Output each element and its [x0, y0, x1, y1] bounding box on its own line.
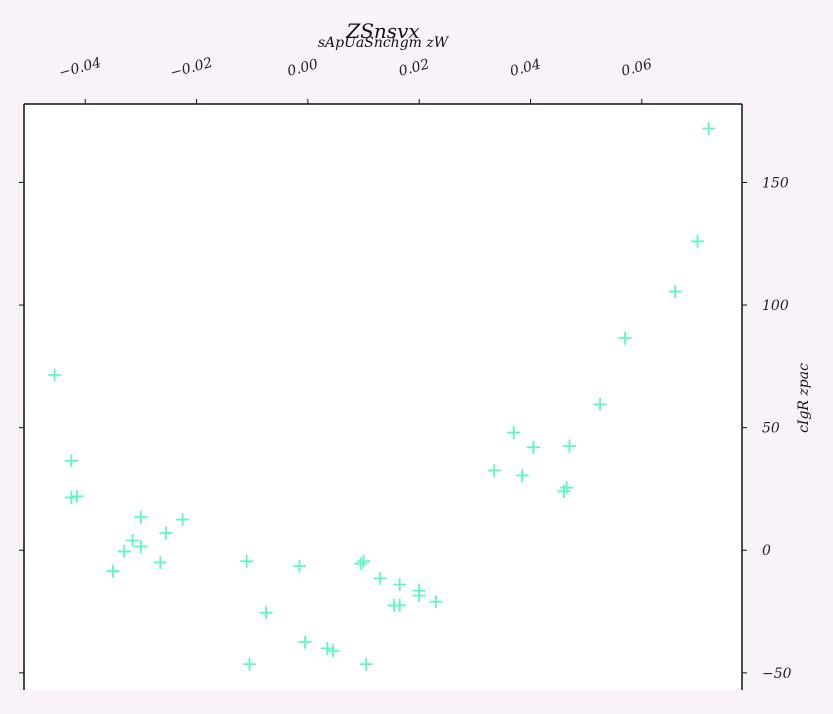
data-point [393, 578, 407, 592]
x-tick-label: 0.02 [397, 56, 431, 80]
data-point [562, 439, 576, 453]
data-point [618, 331, 632, 345]
x-axis: −0.04 −0.02 0.00 0.02 0.04 0.06 [57, 55, 654, 104]
data-point [515, 468, 529, 482]
y-tick-label: 50 [762, 421, 780, 437]
y-tick-label: −50 [762, 666, 792, 682]
data-point [507, 426, 521, 440]
data-series [48, 122, 716, 671]
data-point [126, 533, 140, 547]
data-point [487, 464, 501, 478]
data-point [412, 589, 426, 603]
x-tick-label: 0.00 [286, 56, 320, 80]
data-point [64, 491, 78, 505]
data-point [526, 440, 540, 454]
data-point [690, 234, 704, 248]
x-tick-label: 0.06 [620, 56, 654, 80]
data-point [293, 559, 307, 573]
data-point [64, 454, 78, 468]
data-point [354, 557, 368, 571]
data-point [242, 657, 256, 671]
y-axis-label: cIgR zpac [796, 363, 812, 433]
data-point [259, 606, 273, 620]
data-point [359, 657, 373, 671]
x-tick-label: 0.04 [508, 56, 542, 80]
plot-area [24, 104, 742, 690]
data-point [70, 489, 84, 503]
y-tick-label: 0 [762, 543, 771, 559]
data-point [117, 544, 131, 558]
data-point [393, 598, 407, 612]
chart-title: ZSnsvx [345, 19, 419, 43]
y-axis: −50 0 50 100 150 [19, 175, 792, 682]
data-point [48, 368, 62, 382]
data-point [593, 397, 607, 411]
x-tick-label: −0.02 [169, 55, 215, 82]
x-tick-label: −0.04 [57, 55, 103, 82]
data-point [134, 540, 148, 554]
y-tick-label: 100 [762, 298, 789, 314]
data-point [106, 564, 120, 578]
data-point [176, 513, 190, 527]
data-point [668, 285, 682, 299]
data-point [429, 595, 443, 609]
data-point [357, 554, 371, 568]
data-point [373, 571, 387, 585]
data-point [702, 122, 716, 136]
data-point [153, 556, 167, 570]
data-point [240, 554, 254, 568]
data-point [320, 641, 334, 655]
data-point [159, 526, 173, 540]
data-point [298, 635, 312, 649]
data-point [134, 510, 148, 524]
data-point [326, 644, 340, 658]
chart-subtitle: sApUaSnchgm zW [318, 35, 450, 51]
data-point [560, 481, 574, 495]
y-tick-label: 150 [762, 175, 789, 191]
